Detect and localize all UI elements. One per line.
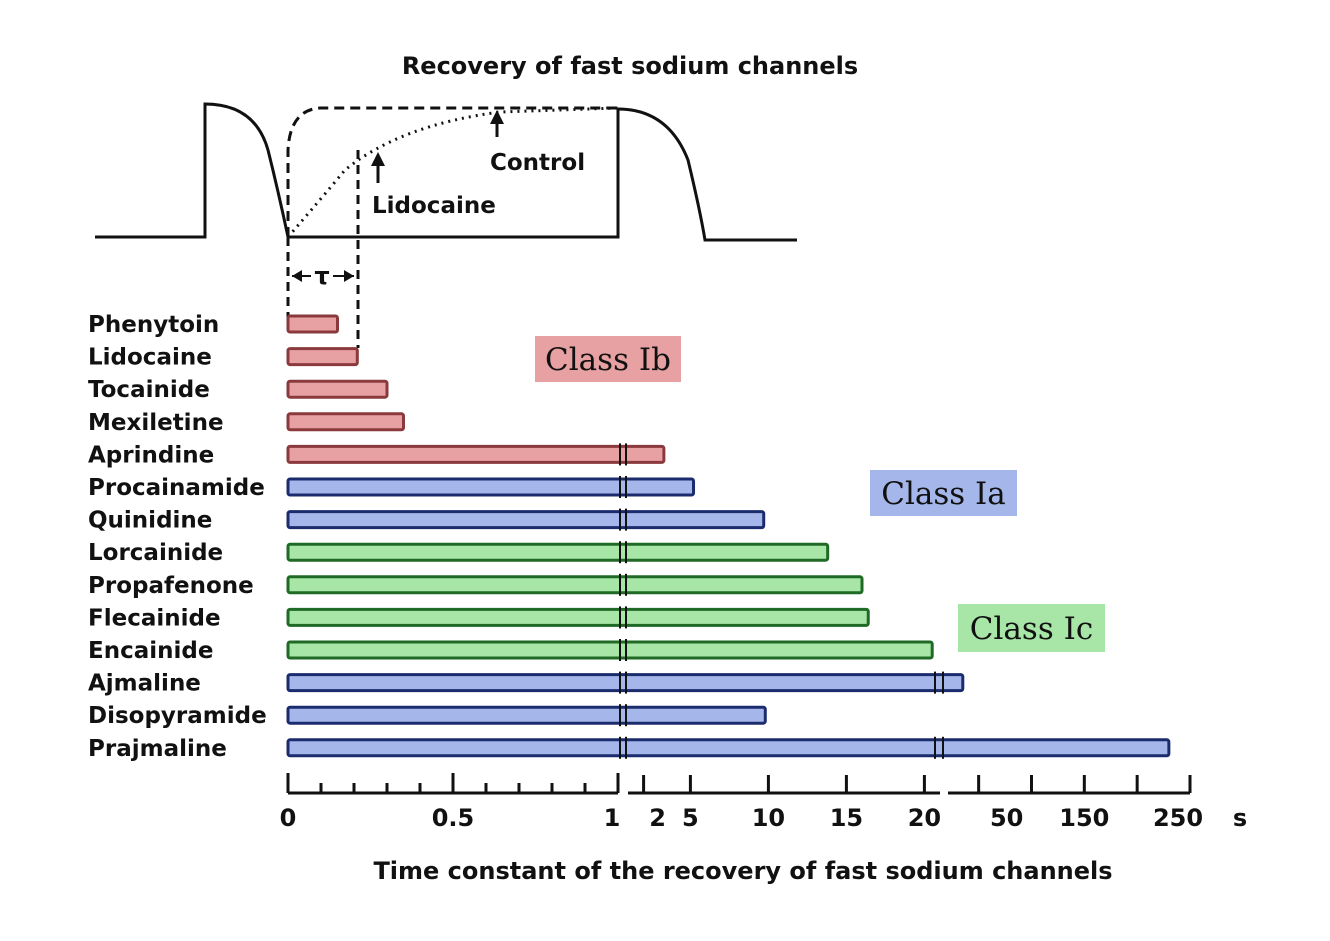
bar-phenytoin (286, 314, 339, 334)
legend-label-ic: Class Ic (970, 611, 1093, 647)
category-label: Lorcainide (88, 540, 223, 566)
tau-arrowhead-right (344, 270, 354, 282)
bar-disopyramide (286, 705, 767, 725)
category-label: Encainide (88, 638, 213, 664)
chart-title: Recovery of fast sodium channels (402, 52, 858, 80)
lidocaine-annotation: Lidocaine (372, 193, 496, 219)
category-label: Phenytoin (88, 312, 219, 338)
category-label: Disopyramide (88, 703, 267, 729)
x-tick-label: 15 (830, 804, 863, 832)
legend-swatch-ib (535, 336, 681, 382)
legend-label-ib: Class Ib (545, 342, 671, 378)
bar-quinidine (286, 510, 766, 530)
control-arrowhead (490, 110, 504, 124)
x-tick-label: 250 (1153, 804, 1203, 832)
category-label: Flecainide (88, 605, 221, 631)
x-tick-label: 50 (990, 804, 1023, 832)
category-label: Mexiletine (88, 410, 224, 436)
x-tick-label: s (1233, 804, 1247, 832)
control-recovery-curve (286, 106, 618, 237)
bars-group: Phenytoin Lidocaine Tocainide Mexiletine Apr… (88, 312, 1171, 762)
legend-swatch-ic (958, 604, 1105, 652)
x-tick-label: 1 (604, 804, 621, 832)
x-tick-label: 2 (649, 804, 666, 832)
action-potential-trace (95, 102, 797, 242)
x-tick-label: 150 (1059, 804, 1109, 832)
legend-swatch-ia (870, 470, 1017, 516)
category-label: Prajmaline (88, 736, 227, 762)
x-tick-label: 10 (752, 804, 785, 832)
tau-arrowhead-left (292, 270, 302, 282)
bar-mexiletine (286, 412, 405, 432)
category-label: Propafenone (88, 573, 254, 599)
tau-label: τ (314, 262, 329, 290)
category-label: Procainamide (88, 475, 265, 501)
category-label: Quinidine (88, 508, 212, 534)
category-label: Tocainide (88, 377, 210, 403)
bar-flecainide (286, 607, 870, 627)
x-tick-label: 0 (280, 804, 297, 832)
lidocaine-recovery-curve (286, 106, 619, 238)
x-tick-label: 20 (908, 804, 941, 832)
bar-tocainide (286, 379, 389, 399)
category-label: Lidocaine (88, 345, 212, 371)
bar-procainamide (286, 477, 696, 497)
bar-lidocaine (286, 347, 359, 367)
tau-label-bg (311, 262, 333, 288)
bar-propafenone (286, 575, 864, 595)
x-axis: 0 0.5 1 2 5 10 15 20 50 150 250 s (280, 773, 1247, 832)
category-label: Aprindine (88, 442, 214, 468)
x-axis-label: Time constant of the recovery of fast so… (373, 857, 1112, 885)
bar-aprindine (286, 444, 666, 464)
legend: Class Ib Class Ia Class Ic (535, 336, 1105, 652)
legend-label-ia: Class Ia (881, 476, 1006, 512)
bar-prajmaline (286, 738, 1171, 758)
x-tick-label: 5 (682, 804, 699, 832)
category-label: Ajmaline (88, 671, 201, 697)
control-annotation: Control (490, 150, 585, 176)
bar-encainide (286, 640, 934, 660)
bar-lorcainide (286, 542, 830, 562)
x-tick-label: 0.5 (432, 804, 475, 832)
lidocaine-arrowhead (371, 152, 385, 166)
action-potential-inset: Lidocaine Control τ (95, 102, 797, 348)
